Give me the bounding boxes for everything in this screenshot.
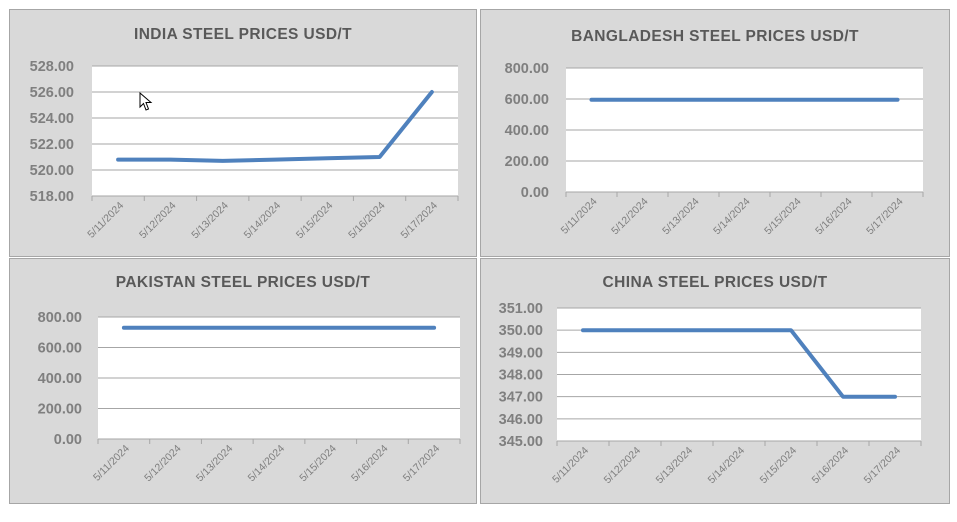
y-tick-label: 0.00	[521, 185, 549, 201]
x-tick-label: 5/15/2024	[294, 200, 336, 242]
y-tick-label: 0.00	[54, 432, 82, 448]
y-tick-label: 349.00	[499, 345, 543, 361]
chart-title: PAKISTAN STEEL PRICES USD/T	[115, 274, 371, 291]
x-tick-label: 5/16/2024	[349, 443, 391, 485]
y-tick-label: 800.00	[38, 310, 82, 326]
y-tick-label: 522.00	[30, 137, 74, 153]
x-tick-label: 5/11/2024	[550, 445, 591, 486]
y-tick-label: 400.00	[38, 371, 82, 387]
x-tick-label: 5/13/2024	[189, 200, 231, 242]
y-tick-label: 345.00	[499, 434, 543, 450]
india-chart-panel: INDIA STEEL PRICES USD/T 518.00 520.00 522…	[9, 9, 477, 257]
x-tick-label: 5/13/2024	[654, 445, 696, 487]
y-tick-label: 348.00	[499, 368, 543, 384]
china-chart: 345.00 346.00 347.00 348.00 349.00 350.00 351.…	[499, 301, 922, 487]
chart-title: CHINA STEEL PRICES USD/T	[602, 274, 828, 291]
y-tick-label: 800.00	[505, 61, 549, 77]
y-tick-label: 528.00	[30, 59, 74, 75]
y-tick-label: 518.00	[30, 189, 74, 205]
chart-title: BANGLADESH STEEL PRICES USD/T	[571, 28, 859, 45]
x-tick-label: 5/14/2024	[246, 443, 288, 485]
x-tick-label: 5/11/2024	[559, 196, 600, 237]
x-tick-label: 5/14/2024	[242, 200, 284, 242]
x-tick-label: 5/15/2024	[762, 196, 804, 238]
y-tick-label: 200.00	[38, 402, 82, 418]
series-line	[116, 90, 434, 163]
y-tick-label: 526.00	[30, 85, 74, 101]
india-chart: 518.00 520.00 522.00 524.00 526.00 528.00 5/11…	[30, 59, 459, 242]
x-tick-label: 5/12/2024	[142, 443, 184, 485]
chart-title: INDIA STEEL PRICES USD/T	[133, 26, 353, 43]
y-tick-label: 346.00	[499, 412, 543, 428]
x-tick-label: 5/16/2024	[813, 196, 855, 238]
x-tick-label: 5/12/2024	[137, 200, 179, 242]
y-tick-label: 600.00	[505, 92, 549, 108]
x-tick-label: 5/17/2024	[398, 200, 440, 242]
x-tick-label: 5/17/2024	[864, 196, 906, 238]
x-tick-label: 5/16/2024	[346, 200, 388, 242]
x-tick-label: 5/16/2024	[810, 445, 852, 487]
x-tick-label: 5/11/2024	[85, 200, 126, 241]
x-tick-label: 5/17/2024	[401, 443, 443, 485]
china-chart-panel: CHINA STEEL PRICES USD/T 345.00 346.00 347…	[480, 258, 950, 504]
pakistan-chart-panel: PAKISTAN STEEL PRICES USD/T 0.00 200.00 40…	[9, 258, 477, 504]
series-line	[581, 328, 897, 399]
y-tick-label: 524.00	[30, 111, 74, 127]
y-tick-label: 347.00	[499, 390, 543, 406]
y-tick-label: 200.00	[505, 154, 549, 170]
x-tick-label: 5/14/2024	[706, 445, 748, 487]
bangladesh-chart-panel: BANGLADESH STEEL PRICES USD/T 0.00 200.00…	[480, 9, 950, 257]
x-tick-label: 5/17/2024	[862, 445, 904, 487]
x-tick-label: 5/12/2024	[609, 196, 651, 238]
x-tick-label: 5/11/2024	[91, 443, 132, 484]
y-tick-label: 600.00	[38, 341, 82, 357]
x-tick-label: 5/15/2024	[297, 443, 339, 485]
mouse-cursor-icon	[139, 92, 153, 111]
x-tick-label: 5/13/2024	[660, 196, 702, 238]
plot-area	[92, 66, 458, 196]
y-tick-label: 351.00	[499, 301, 543, 317]
y-tick-label: 400.00	[505, 123, 549, 139]
x-tick-label: 5/12/2024	[602, 445, 644, 487]
x-tick-label: 5/15/2024	[758, 445, 800, 487]
x-tick-label: 5/14/2024	[711, 196, 753, 238]
y-tick-label: 520.00	[30, 163, 74, 179]
x-tick-label: 5/13/2024	[194, 443, 236, 485]
y-tick-label: 350.00	[499, 323, 543, 339]
